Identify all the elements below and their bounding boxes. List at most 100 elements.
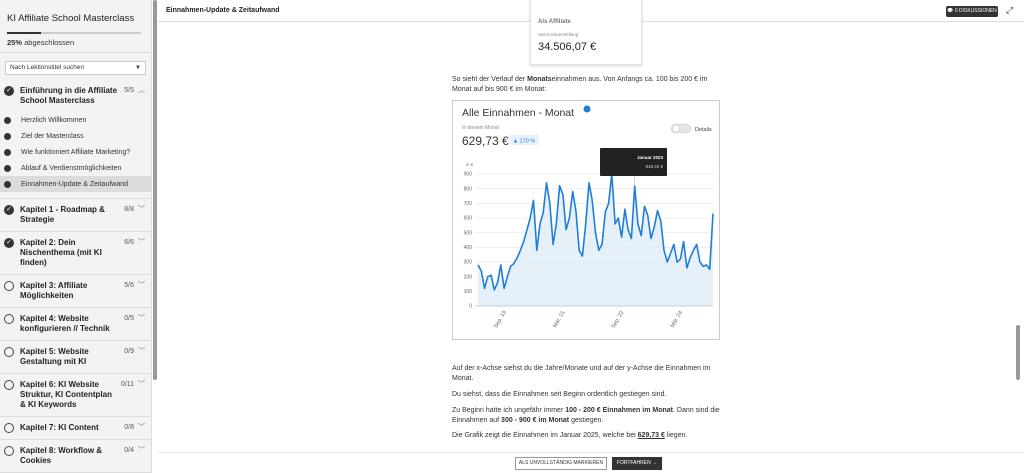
chapter-title: Kapitel 7: KI Content [20,423,99,432]
open-circle-icon [4,314,14,324]
chapter-count: 0/9 [124,348,134,355]
chapter-title: Kapitel 1 - Roadmap & Strategie [20,205,105,224]
text-bold: Monats [527,76,552,83]
chapter-count: 6/6 [124,239,134,246]
lesson-row[interactable]: Ablauf & Verdienstmöglichkeiten [0,160,151,176]
line [477,173,714,291]
chapter-row[interactable]: Kapitel 7: KI Content 0/8 ﹀ [0,417,151,440]
text: . Dann sind die Einnahmen auf [452,407,720,424]
chevron: ﹀ [138,381,145,388]
text: So sieht der Verlauf der [452,76,528,83]
progress-track [7,32,141,34]
chevron: ﹀ [138,239,145,246]
chapter-count: 8/8 [124,206,134,213]
chapter-list: ✓ Einführung in die Affiliate School Mast… [0,80,151,473]
y-tick-label: 900 [464,172,473,178]
lesson-row[interactable]: Wie funktioniert Affiliate Marketing? [0,144,151,160]
y-tick-label: 800 [464,186,473,192]
lesson-title: Einnahmen-Update & Zeitaufwand [166,7,280,14]
divider [0,52,151,53]
text-bold: 300 - 900 € im Monat [501,417,570,424]
lesson-title: Herzlich Willkommen [21,116,87,124]
lesson-title: Ziel der Masterclass [21,132,84,140]
change-label: ▲ 170 % [513,139,536,145]
chevron: ﹀ [138,424,145,431]
chapter-title: Kapitel 5: Website Gestaltung mit KI [20,347,89,366]
course-title: KI Affiliate School Masterclass [7,13,135,24]
tooltip [600,148,667,176]
sidebar-scrollbar [153,0,157,380]
card-subtitle: Seit Kontoerstellung [538,32,579,37]
y-tick-label: 600 [464,216,473,222]
text: einnahmen aus. Von Anfangs ca. 100 bis 2… [452,76,708,93]
y-tick-label: 400 [464,245,473,251]
chapter-row[interactable]: ✓ Kapitel 2: Dein Nischenthema (mit KI fi… [0,232,151,275]
text: Zu Beginn hatte ich ungefähr immer [452,407,566,414]
footer-bar: ALS UNVOLLSTÄNDIG MARKIEREN FORTFAHREN → [158,452,1024,473]
dropdown-arrow: ▼ [135,65,141,71]
help-icon [583,105,591,113]
lesson-dot [4,164,11,172]
toggle-label: Details [695,127,712,133]
expand-icon[interactable]: ⤢ [1006,5,1014,15]
sidebar: KI Affiliate School Masterclass 25% abge… [0,0,152,473]
incomplete-button[interactable]: ALS UNVOLLSTÄNDIG MARKIEREN [515,457,607,470]
tooltip-value: 818,42 € [645,164,663,169]
paragraph: Die Grafik zeigt die Einnahmen im Januar… [452,431,722,441]
chapter-row[interactable]: ✓ Einführung in die Affiliate School Mast… [0,80,151,112]
paragraph: Du siehst, dass die Einnahmen seit Begin… [452,390,722,400]
chevron: ﹀ [138,447,145,454]
chart-title: Alle Einnahmen - Monat [462,107,574,119]
lesson-title: Einnahmen-Update & Zeitaufwand [21,180,129,188]
progress-fill [7,32,41,34]
lesson-row[interactable]: Herzlich Willkommen [0,112,151,128]
tooltip-label: Januar 2023 [637,155,664,160]
chapter-count: 0/8 [124,424,134,431]
lesson-title: Ablauf & Verdienstmöglichkeiten [21,164,122,172]
paragraph: Auf der x-Achse siehst du die Jahre/Mona… [452,364,722,384]
chapter-count: 0/4 [124,447,134,454]
lesson-list: Herzlich Willkommen Ziel der Masterclass W… [0,112,151,199]
chevron: ﹀ [138,282,145,289]
chapter-title: Kapitel 6: KI Website Struktur, KI Conte… [20,380,112,409]
lesson-dot [4,148,11,156]
continue-button[interactable]: FORTFAHREN → [612,457,662,470]
y-tick-label: 700 [464,201,473,207]
chapter-row[interactable]: ✓ Kapitel 1 - Roadmap & Strategie 8/8 ﹀ [0,199,151,232]
chapter-row[interactable]: Kapitel 4: Website konfigurieren // Tech… [0,308,151,341]
open-circle-icon [4,380,14,390]
progress-text: 25% abgeschlossen [7,38,74,47]
chapter-row[interactable]: Kapitel 5: Website Gestaltung mit KI 0/9 ﹀ [0,341,151,374]
earnings-card: Als Affiliate Seit Kontoerstellung 34.50… [530,0,642,65]
card-title: Als Affiliate [538,19,571,25]
chevron: ﹀ [138,348,145,355]
discussions-button[interactable]: 💬 0 DISKUSSIONEN [946,6,998,17]
area [478,174,713,306]
chart: Alle Einnahmen - Monat In diesem Monat 6… [452,100,720,340]
change-badge [509,135,539,145]
progress-label: 25% [7,38,23,47]
chapter-title: Kapitel 8: Workflow & Cookies [20,446,103,465]
chapter-row[interactable]: Kapitel 3: Affiliate Möglichkeiten 5/6 ﹀ [0,275,151,308]
text: Die Grafik zeigt die Einnahmen im Januar… [452,432,638,439]
open-circle-icon [4,423,14,433]
chapter-title: Kapitel 3: Affiliate Möglichkeiten [20,281,88,300]
lesson-row[interactable]: Einnahmen-Update & Zeitaufwand [0,176,151,192]
search-placeholder: Nach Lektionstitel suchen [10,64,85,71]
chapter-row[interactable]: Kapitel 8: Workflow & Cookies 0/4 ﹀ [0,440,151,473]
paragraph: Zu Beginn hatte ich ungefähr immer 100 -… [452,406,722,426]
open-circle-icon [4,281,14,291]
search-select[interactable]: Nach Lektionstitel suchen ▼ [5,61,146,75]
content-scrollbar [1016,325,1020,380]
headline-value: 629,73 € [462,134,509,148]
toggle-knob [672,124,680,133]
open-circle-icon [4,347,14,357]
check-icon: ✓ [4,86,14,96]
check-icon: ✓ [4,238,14,248]
chapter-row[interactable]: Kapitel 6: KI Website Struktur, KI Conte… [0,374,151,417]
chevron: ﹀ [138,206,145,213]
lesson-row[interactable]: Ziel der Masterclass [0,128,151,144]
y-tick-label: 100 [464,289,473,295]
card-value: 34.506,07 € [538,41,597,53]
